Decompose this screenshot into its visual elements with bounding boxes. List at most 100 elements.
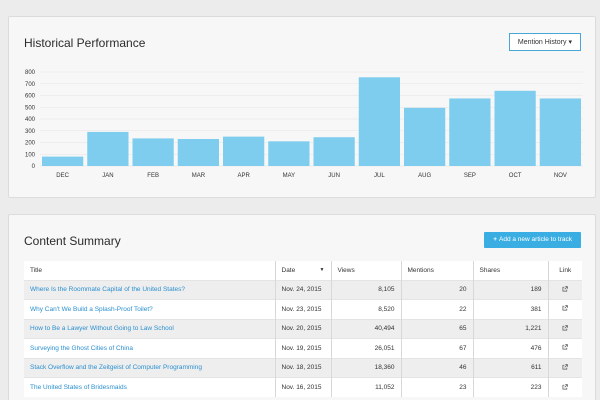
article-date: Nov. 16, 2015: [275, 377, 332, 397]
x-tick-label: AUG: [418, 173, 431, 179]
bar-sep[interactable]: [449, 98, 491, 166]
article-date: Nov. 20, 2015: [275, 318, 332, 339]
table-row: How to Be a Lawyer Without Going to Law …: [24, 318, 582, 339]
article-shares: 1,221: [473, 318, 549, 339]
external-link-icon[interactable]: [562, 363, 569, 370]
column-header-views[interactable]: Views: [331, 261, 402, 280]
x-tick-label: JUN: [328, 173, 340, 179]
y-tick-label: 200: [25, 141, 36, 147]
column-header-mentions[interactable]: Mentions: [401, 261, 474, 280]
external-link-icon[interactable]: [562, 305, 569, 311]
content-table: Title Date ▼ Views Mentions Shares Link W…: [24, 261, 582, 397]
bar-apr[interactable]: [223, 136, 265, 166]
article-mentions: 65: [401, 318, 474, 339]
article-views: 26,051: [331, 338, 402, 358]
article-mentions: 46: [401, 357, 474, 378]
article-title-link[interactable]: The United States of Bridesmaids: [30, 384, 127, 391]
y-tick-label: 300: [25, 129, 36, 135]
article-title-cell: The United States of Bridesmaids: [24, 377, 276, 397]
bar-oct[interactable]: [494, 90, 536, 166]
table-header-row: Title Date ▼ Views Mentions Shares Link: [24, 261, 582, 280]
external-link-icon[interactable]: [562, 344, 569, 350]
x-tick-label: MAR: [192, 173, 206, 179]
sort-desc-icon: ▼: [319, 266, 325, 273]
article-title-cell: How to Be a Lawyer Without Going to Law …: [24, 318, 276, 339]
article-title-link[interactable]: Stack Overflow and the Zeitgeist of Comp…: [30, 364, 202, 372]
table-row: The United States of Bridesmaids Nov. 16,…: [24, 377, 582, 397]
article-link-cell: [548, 299, 582, 319]
external-link-icon[interactable]: [562, 383, 569, 390]
table-row: Why Can't We Build a Splash-Proof Toilet…: [24, 299, 582, 319]
external-link-icon[interactable]: [562, 285, 569, 292]
column-header-title[interactable]: Title: [24, 261, 276, 280]
historical-performance-panel: Historical Performance Mention History ▾…: [8, 16, 596, 198]
article-date: Nov. 23, 2015: [275, 299, 332, 319]
article-shares: 223: [473, 377, 549, 397]
article-views: 8,520: [331, 299, 402, 319]
article-views: 18,360: [331, 357, 402, 378]
table-row: Surveying the Ghost Cities of China Nov. …: [24, 338, 582, 358]
article-link-cell: [548, 377, 582, 397]
column-header-shares[interactable]: Shares: [473, 261, 549, 280]
article-title-cell: Why Can't We Build a Splash-Proof Toilet…: [24, 299, 276, 319]
article-title-cell: Stack Overflow and the Zeitgeist of Comp…: [24, 357, 276, 378]
y-tick-label: 500: [25, 105, 36, 111]
article-shares: 476: [473, 338, 549, 358]
article-mentions: 23: [401, 377, 474, 397]
article-title-link[interactable]: Surveying the Ghost Cities of China: [30, 344, 133, 352]
bar-feb[interactable]: [132, 138, 174, 166]
column-header-date[interactable]: Date ▼: [275, 261, 332, 280]
add-article-button[interactable]: + Add a new article to track: [484, 232, 581, 248]
y-tick-label: 600: [25, 94, 36, 100]
article-title-cell: Surveying the Ghost Cities of China: [24, 338, 276, 358]
article-date: Nov. 19, 2015: [275, 338, 332, 358]
article-shares: 611: [473, 357, 549, 378]
caret-down-icon: ▾: [568, 38, 572, 46]
article-title-link[interactable]: How to Be a Lawyer Without Going to Law …: [30, 325, 174, 333]
panel-title: Content Summary: [24, 234, 121, 248]
bar-aug[interactable]: [404, 107, 446, 166]
x-tick-label: JUL: [374, 173, 385, 179]
bar-mar[interactable]: [177, 138, 219, 166]
article-views: 8,105: [331, 279, 402, 300]
table-row: Where Is the Roommate Capital of the Uni…: [24, 279, 582, 300]
article-date: Nov. 18, 2015: [275, 357, 332, 378]
content-summary-panel: Content Summary + Add a new article to tr…: [8, 214, 596, 400]
bar-dec[interactable]: [42, 156, 84, 166]
bar-jul[interactable]: [358, 77, 400, 166]
x-tick-label: FEB: [147, 173, 159, 179]
article-shares: 189: [473, 279, 549, 300]
table-row: Stack Overflow and the Zeitgeist of Comp…: [24, 357, 582, 378]
add-article-label: Add a new article to track: [499, 236, 572, 243]
x-tick-label: NOV: [554, 173, 567, 179]
plus-icon: +: [493, 236, 498, 243]
mention-history-label: Mention History: [517, 38, 567, 46]
bar-may[interactable]: [268, 141, 310, 166]
article-title-cell: Where Is the Roommate Capital of the Uni…: [24, 279, 276, 300]
article-mentions: 67: [401, 338, 474, 358]
article-title-link[interactable]: Why Can't We Build a Splash-Proof Toilet…: [30, 305, 153, 313]
y-tick-label: 0: [32, 164, 36, 170]
article-link-cell: [548, 318, 582, 339]
article-link-cell: [548, 357, 582, 378]
x-tick-label: SEP: [464, 173, 476, 179]
article-mentions: 20: [401, 279, 474, 300]
x-tick-label: DEC: [56, 173, 69, 179]
article-link-cell: [548, 338, 582, 358]
y-tick-label: 800: [25, 70, 36, 76]
y-tick-label: 100: [25, 152, 36, 158]
y-tick-label: 400: [25, 117, 36, 123]
article-date: Nov. 24, 2015: [275, 279, 332, 300]
article-shares: 381: [473, 299, 549, 319]
external-link-icon[interactable]: [562, 324, 569, 331]
bar-nov[interactable]: [539, 98, 581, 166]
x-tick-label: APR: [237, 173, 250, 179]
bar-jan[interactable]: [87, 131, 129, 166]
mention-history-dropdown[interactable]: Mention History ▾: [508, 33, 581, 51]
article-title-link[interactable]: Where Is the Roommate Capital of the Uni…: [30, 286, 185, 294]
panel-title: Historical Performance: [24, 36, 146, 50]
article-views: 40,494: [331, 318, 402, 339]
column-header-link: Link: [548, 261, 582, 280]
y-tick-label: 700: [25, 82, 36, 88]
bar-jun[interactable]: [313, 137, 355, 166]
